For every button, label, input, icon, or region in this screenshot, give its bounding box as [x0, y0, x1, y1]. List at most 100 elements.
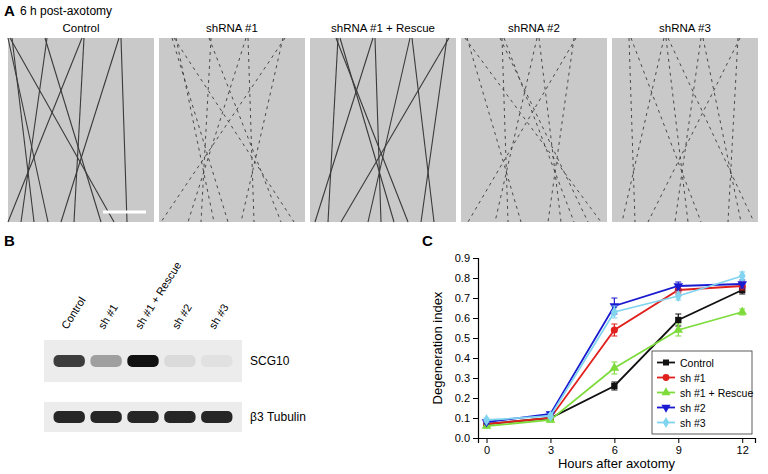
tick: 12	[737, 438, 749, 456]
legend-marker	[661, 387, 670, 395]
micrograph	[612, 38, 758, 222]
legend-label: Control	[680, 357, 714, 369]
marker	[611, 326, 618, 333]
tick: 0.9	[455, 252, 478, 264]
legend-marker	[663, 360, 669, 366]
tick-label: 0.7	[455, 292, 470, 304]
tick-label: 0.3	[455, 372, 470, 384]
neurite	[622, 38, 664, 222]
neurite	[209, 38, 281, 222]
micrograph	[461, 38, 607, 222]
neurite	[666, 38, 688, 222]
tick-mark	[473, 338, 478, 339]
legend-marker	[663, 417, 669, 428]
neurite	[315, 38, 373, 222]
neurite	[368, 38, 410, 222]
band	[127, 355, 158, 367]
neurite	[21, 38, 47, 222]
marker	[737, 306, 747, 314]
legend-label: sh #1	[680, 372, 706, 384]
tick-mark	[550, 438, 551, 443]
row-label: β3 Tubulin	[250, 410, 306, 424]
micrograph	[8, 38, 154, 222]
marker	[547, 410, 554, 422]
column-label: Control	[62, 22, 99, 34]
marker	[673, 324, 683, 332]
x-axis: 0 3 6 9 12	[479, 438, 756, 456]
column-label: shRNA #3	[659, 22, 711, 34]
legend-marker	[661, 405, 670, 413]
tick-mark	[473, 438, 478, 439]
neurite	[176, 38, 214, 222]
series-line	[487, 290, 743, 424]
neurite	[629, 38, 635, 222]
tick-mark	[473, 418, 478, 419]
error-bar	[611, 306, 617, 318]
tick-label: 0.0	[455, 432, 470, 444]
neurite	[45, 38, 101, 222]
neurite	[336, 38, 408, 222]
tick-mark	[614, 438, 615, 443]
neurite	[703, 38, 741, 222]
neurite	[648, 38, 740, 222]
tick-label: 0.1	[455, 412, 470, 424]
tick: 9	[676, 438, 682, 456]
tick-label: 0	[484, 444, 490, 456]
tick: 0.1	[455, 412, 478, 424]
band	[201, 355, 232, 367]
tick-mark	[678, 438, 679, 443]
panel-title: 6 h post-axotomy	[20, 4, 112, 18]
micrograph-bg	[8, 38, 154, 222]
tick-mark	[473, 298, 478, 299]
neurite	[121, 38, 127, 222]
tick-label: 0.5	[455, 332, 470, 344]
band	[164, 355, 195, 367]
neurite	[548, 38, 574, 222]
tick-mark	[473, 258, 478, 259]
neurite	[412, 38, 434, 222]
neurite	[8, 38, 82, 222]
tick-mark	[473, 278, 478, 279]
legend: Controlsh #1sh #1 + Rescuesh #2sh #3	[652, 351, 753, 434]
micrograph-bg	[159, 38, 305, 222]
y-axis-line	[473, 259, 479, 439]
neurite	[201, 38, 211, 222]
tick-label: 0.9	[455, 252, 470, 264]
marker	[610, 362, 620, 370]
neurite	[539, 38, 561, 222]
neurite	[61, 38, 119, 222]
tick: 0.4	[455, 352, 478, 364]
neurite	[248, 38, 254, 222]
band	[90, 411, 121, 423]
tick-label: 0.6	[455, 312, 470, 324]
neurite	[631, 38, 701, 222]
micrograph	[310, 38, 456, 222]
neurite	[465, 38, 601, 222]
marker	[737, 281, 747, 289]
neurite	[675, 38, 701, 222]
tick: 0	[484, 438, 490, 456]
tick: 0.0	[455, 432, 478, 444]
neurite	[504, 38, 574, 222]
marker	[483, 414, 490, 426]
panel-label: C	[422, 232, 433, 249]
neurite	[241, 38, 283, 222]
tick: 6	[612, 438, 618, 456]
marker	[611, 383, 617, 389]
band	[164, 411, 195, 423]
tick-label: 0.4	[455, 352, 470, 364]
tick: 0.5	[455, 332, 478, 344]
neurite	[328, 38, 338, 222]
panel-label: A	[4, 2, 15, 19]
tick-label: 3	[548, 444, 554, 456]
neurite	[668, 38, 754, 222]
tick: 3	[548, 438, 554, 456]
tick: 0.3	[455, 372, 478, 384]
blot-strip	[44, 340, 242, 382]
marker	[739, 270, 746, 282]
neurite	[8, 38, 48, 222]
micrograph-bg	[612, 38, 758, 222]
legend-label: sh #1 + Rescue	[680, 387, 753, 399]
tick-label: 0.2	[455, 392, 470, 404]
neurite	[502, 38, 508, 222]
